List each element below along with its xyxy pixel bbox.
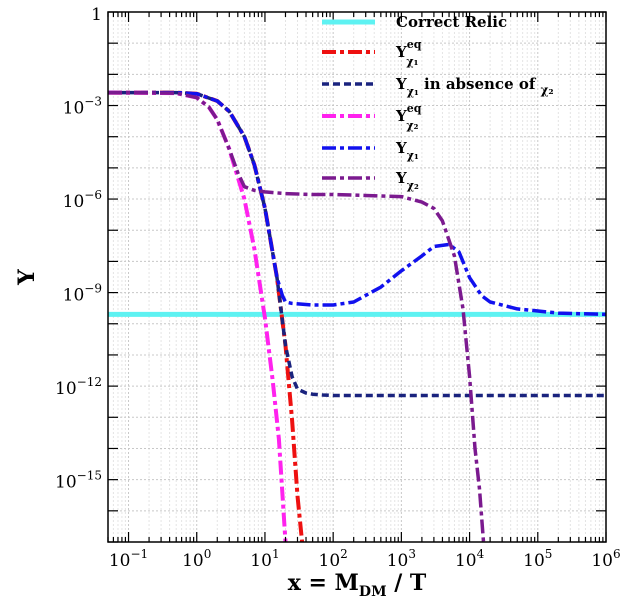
- legend-label-6: Yχ₂: [395, 169, 419, 192]
- legend-label-1: Correct Relic: [396, 13, 507, 31]
- series-line-5: [108, 90, 606, 317]
- x-tick-label: 100: [182, 547, 211, 571]
- x-tick-label: 103: [387, 547, 416, 571]
- x-tick-label: 106: [591, 547, 620, 571]
- x-tick-label: 102: [319, 547, 348, 571]
- x-tick-label: 104: [455, 547, 485, 571]
- tick-marks: [107, 11, 607, 543]
- y-tick-label: 1: [91, 5, 102, 25]
- grid: [107, 11, 607, 543]
- x-tick-label: 10−1: [109, 547, 148, 571]
- plot-frame: [107, 11, 607, 543]
- x-tick-label: 101: [250, 547, 279, 571]
- x-axis-title: x = MDM / T: [288, 570, 427, 598]
- series-line-2: [108, 90, 305, 542]
- series-layer: [108, 90, 606, 542]
- legend-label-4: Yeq χ₂: [395, 102, 422, 132]
- y-tick-label: 10−12: [55, 375, 102, 399]
- legend: Correct Relic Yeq χ₁ Yχ₁ in absence of χ₂ Ye…: [322, 13, 554, 192]
- legend-label-3: Yχ₁ in absence of χ₂: [395, 75, 554, 98]
- y-axis-title: Y: [14, 269, 40, 286]
- y-tick-label: 10−3: [63, 95, 102, 119]
- x-tick-labels: 10−1 100 101 102 103 104 105 106: [109, 547, 621, 571]
- y-tick-label: 10−9: [63, 282, 102, 306]
- legend-label-5: Yχ₁: [395, 139, 419, 162]
- y-tick-labels: 1 10−3 10−6 10−9 10−12 10−15: [55, 5, 102, 493]
- legend-label-2: Yeq χ₁: [395, 38, 422, 68]
- y-tick-label: 10−6: [63, 188, 102, 212]
- y-tick-label: 10−15: [55, 469, 102, 493]
- x-tick-label: 105: [523, 547, 552, 571]
- series-line-6: [108, 90, 486, 542]
